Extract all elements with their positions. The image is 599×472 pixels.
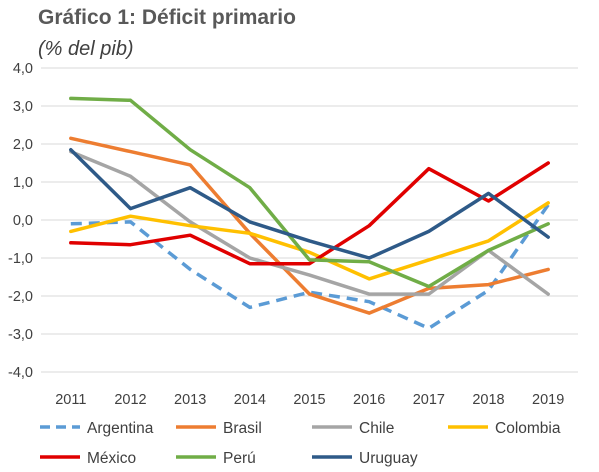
series-lines xyxy=(69,96,550,331)
y-axis-ticks: 4,0 3,0 2,0 1,0 0,0 -1,0 -2,0 -3,0 -4,0 xyxy=(8,61,33,381)
chart-title: Gráfico 1: Déficit primario xyxy=(38,6,296,29)
legend-item-chile: Chile xyxy=(312,420,394,437)
y-tick-label: 2,0 xyxy=(13,137,33,153)
series-line-perú xyxy=(69,96,550,289)
legend-item-brasil: Brasil xyxy=(176,420,262,437)
gridlines xyxy=(41,67,578,373)
legend-label: Perú xyxy=(223,450,256,467)
y-tick-label: 4,0 xyxy=(13,61,33,77)
legend-item-méxico: México xyxy=(40,450,136,467)
legend-label: México xyxy=(87,450,136,467)
y-tick-label: -2,0 xyxy=(8,289,33,305)
y-tick-label: 1,0 xyxy=(13,175,33,191)
y-tick-label: -1,0 xyxy=(8,251,33,267)
series-line-brasil xyxy=(69,136,550,315)
y-tick-label: 3,0 xyxy=(13,99,33,115)
x-tick-label: 2016 xyxy=(353,392,385,408)
chart-subtitle: (% del pib) xyxy=(38,38,134,60)
x-axis-ticks: 2011 2012 2013 2014 2015 2016 2017 2018 2019 xyxy=(55,392,564,408)
series-line-argentina xyxy=(70,203,550,331)
x-tick-label: 2015 xyxy=(293,392,325,408)
legend-item-colombia: Colombia xyxy=(448,420,561,437)
y-tick-label: -4,0 xyxy=(8,365,33,381)
legend-label: Argentina xyxy=(87,420,154,437)
legend: Argentina Brasil Chile Colombia México Perú Ur… xyxy=(40,420,561,467)
x-tick-label: 2011 xyxy=(55,392,86,408)
x-tick-label: 2012 xyxy=(114,392,146,408)
legend-label: Uruguay xyxy=(359,450,418,467)
legend-label: Chile xyxy=(359,420,394,437)
y-tick-label: 0,0 xyxy=(13,213,33,229)
legend-label: Brasil xyxy=(223,420,262,437)
x-tick-label: 2019 xyxy=(532,392,564,408)
legend-item-argentina: Argentina xyxy=(40,420,154,437)
x-tick-label: 2018 xyxy=(472,392,504,408)
x-tick-label: 2017 xyxy=(413,392,445,408)
legend-item-uruguay: Uruguay xyxy=(312,450,418,467)
series-line-colombia xyxy=(69,201,550,281)
y-tick-label: -3,0 xyxy=(8,327,33,343)
series-line-chile xyxy=(69,149,550,296)
x-tick-label: 2014 xyxy=(234,392,266,408)
series-line-méxico xyxy=(69,161,550,266)
legend-label: Colombia xyxy=(495,420,561,437)
x-tick-label: 2013 xyxy=(174,392,206,408)
series-line-uruguay xyxy=(69,147,550,260)
legend-item-perú: Perú xyxy=(176,450,256,467)
